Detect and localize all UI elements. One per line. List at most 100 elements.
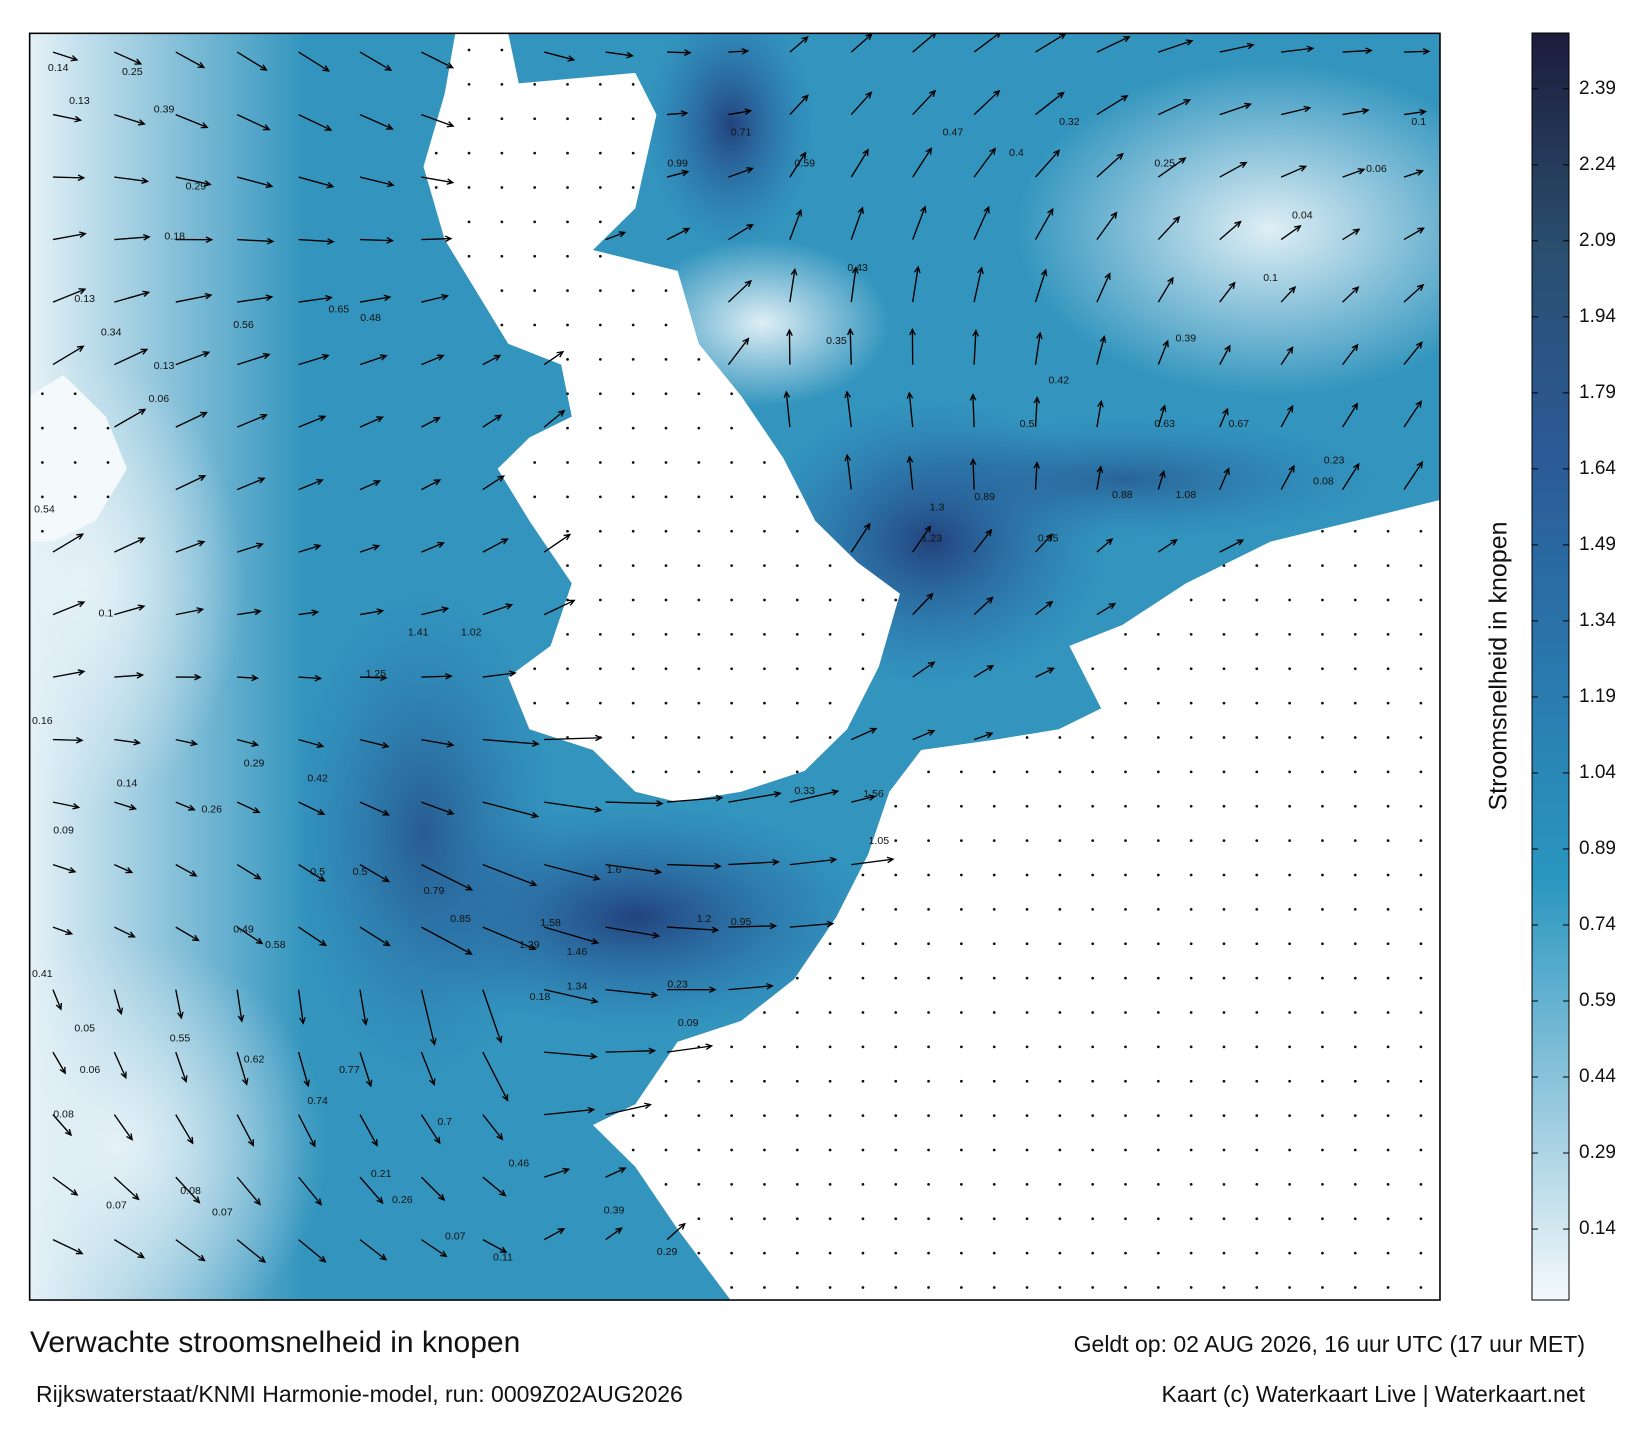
grid-dot xyxy=(1419,1114,1423,1118)
speed-label: 1.02 xyxy=(461,627,482,639)
current-arrow xyxy=(114,408,147,428)
speed-label: 0.1 xyxy=(1411,116,1426,128)
grid-dot xyxy=(1255,839,1259,843)
current-arrow xyxy=(482,1114,504,1141)
current-arrow xyxy=(52,863,77,874)
grid-dot xyxy=(1124,942,1127,946)
grid-dot xyxy=(631,426,635,430)
grid-dot xyxy=(828,1011,832,1014)
grid-dot xyxy=(598,736,602,739)
current-arrow xyxy=(359,544,381,553)
current-arrow xyxy=(236,1051,249,1086)
grid-dot xyxy=(631,83,635,86)
current-arrow xyxy=(728,47,750,55)
current-arrow xyxy=(359,113,394,130)
grid-dot xyxy=(1189,873,1193,877)
grid-dot xyxy=(1091,976,1095,980)
speed-label: 0.99 xyxy=(667,158,688,170)
grid-dot xyxy=(598,83,602,86)
colorbar-tick-label: 1.79 xyxy=(1579,382,1616,403)
grid-dot xyxy=(1091,804,1095,808)
current-arrow xyxy=(113,1051,127,1080)
current-arrow xyxy=(1280,346,1294,365)
grid-dot xyxy=(697,1148,701,1152)
grid-dot xyxy=(1321,1251,1324,1255)
grid-dot xyxy=(992,1045,996,1049)
current-arrow xyxy=(482,670,517,678)
grid-dot xyxy=(566,564,569,567)
grid-dot xyxy=(1025,1251,1029,1255)
grid-dot xyxy=(1419,564,1423,567)
current-arrow xyxy=(1219,220,1242,241)
current-arrow xyxy=(1034,207,1054,240)
grid-dot xyxy=(1321,598,1324,602)
current-arrow xyxy=(298,176,335,189)
grid-dot xyxy=(1091,1217,1095,1221)
grid-dot xyxy=(1255,1114,1259,1118)
grid-dot xyxy=(894,942,898,946)
grid-dot xyxy=(1288,1251,1291,1255)
speed-label: 0.26 xyxy=(201,804,222,816)
grid-dot xyxy=(927,1079,930,1083)
speed-label: 0.49 xyxy=(233,923,254,935)
grid-dot xyxy=(927,770,930,774)
current-arrow xyxy=(113,1114,133,1141)
grid-dot xyxy=(1288,1011,1291,1014)
grid-dot xyxy=(566,461,569,464)
grid-dot xyxy=(467,117,471,121)
grid-dot xyxy=(1255,1217,1259,1221)
current-arrow xyxy=(1403,283,1425,303)
grid-dot xyxy=(1156,1286,1160,1289)
grid-dot xyxy=(598,358,602,361)
grid-dot xyxy=(1222,908,1226,911)
current-arrow xyxy=(543,599,576,616)
grid-dot xyxy=(1321,1045,1324,1049)
grid-dot xyxy=(1124,736,1127,739)
grid-dot xyxy=(1156,942,1160,946)
current-arrow xyxy=(667,862,722,870)
colorbar-tick-label: 0.44 xyxy=(1579,1066,1616,1087)
grid-dot xyxy=(664,426,668,430)
current-arrow xyxy=(114,348,149,366)
current-arrow xyxy=(789,35,809,53)
current-arrow xyxy=(789,856,838,866)
current-arrow xyxy=(482,738,540,747)
grid-dot xyxy=(1386,942,1390,946)
current-arrow xyxy=(421,354,445,366)
grid-dot xyxy=(1321,1183,1324,1186)
grid-dot xyxy=(960,1183,963,1186)
speed-label: 0.09 xyxy=(678,1017,699,1029)
speed-label: 0.65 xyxy=(329,304,350,316)
grid-dot xyxy=(40,495,44,499)
grid-dot xyxy=(1321,1148,1324,1152)
grid-dot xyxy=(1419,770,1423,774)
speed-label: 0.16 xyxy=(32,715,53,727)
grid-dot xyxy=(894,804,898,808)
speed-label: 0.07 xyxy=(106,1199,127,1211)
grid-dot xyxy=(894,1286,898,1289)
grid-dot xyxy=(1091,1114,1095,1118)
grid-dot xyxy=(1025,1011,1029,1014)
valid-time: Geldt op: 02 AUG 2026, 16 uur UTC (17 uu… xyxy=(1074,1331,1585,1357)
grid-dot xyxy=(894,1217,898,1221)
current-arrow xyxy=(113,1176,140,1201)
speed-label: 0.11 xyxy=(493,1252,513,1264)
speed-label: 0.23 xyxy=(667,979,688,991)
grid-dot xyxy=(894,873,898,877)
grid-dot xyxy=(631,701,635,705)
grid-dot xyxy=(763,1183,766,1186)
grid-dot xyxy=(992,1079,996,1083)
speed-label: 0.5 xyxy=(310,866,325,878)
current-arrow xyxy=(52,174,86,182)
grid-dot xyxy=(1419,736,1423,739)
grid-dot xyxy=(1124,633,1127,636)
current-arrow xyxy=(114,176,150,185)
grid-dot xyxy=(1025,942,1029,946)
current-arrow xyxy=(114,234,151,241)
grid-dot xyxy=(960,873,963,877)
grid-dot xyxy=(1255,1045,1259,1049)
current-arrow xyxy=(1035,600,1054,616)
current-arrow xyxy=(1157,469,1166,490)
grid-dot xyxy=(1124,873,1127,877)
grid-dot xyxy=(795,736,799,739)
